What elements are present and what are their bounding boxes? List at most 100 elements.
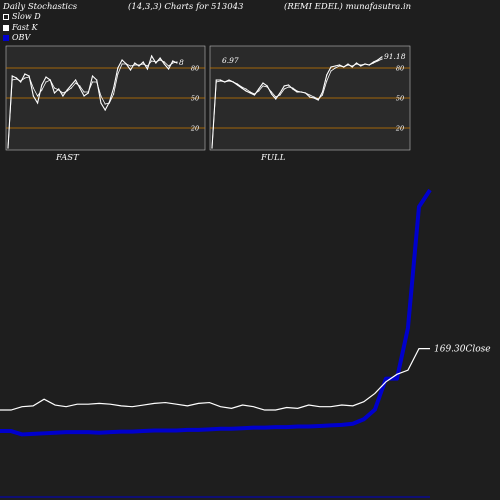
- fast-slow_d-point: [125, 63, 127, 65]
- close-value-label: 169.30Close: [434, 345, 491, 355]
- fast-slow_d-point: [113, 93, 115, 95]
- fast-fast_k-point: [91, 75, 94, 77]
- legend-fast-k: Fast K: [3, 23, 38, 32]
- fast-fast_k-point: [163, 63, 165, 65]
- full-slow_d-point: [377, 60, 379, 62]
- legend-slow-d: Slow D: [3, 12, 41, 21]
- full-slow_d-point: [266, 86, 268, 88]
- full-slow_d-point: [304, 92, 307, 94]
- fast-fast_k-point: [62, 95, 64, 97]
- fast-fast_k-point: [104, 109, 106, 111]
- fast-slow_d-point: [70, 87, 72, 89]
- full-fast_k-point: [249, 92, 251, 94]
- fast-slow_d-point: [41, 89, 43, 91]
- full-slow_d-point: [343, 66, 345, 68]
- fast-ytick-80: 80: [191, 65, 199, 73]
- fast-slow_d-point: [159, 59, 161, 61]
- full-fast_k-point: [334, 65, 336, 67]
- fast-slow_d-point: [129, 65, 132, 67]
- full-slow_d-point: [355, 63, 358, 65]
- fast-fast_k-point: [172, 60, 174, 62]
- full-fast_k-point: [253, 94, 256, 96]
- fast-slow_d-point: [79, 85, 81, 87]
- fast-slow_d-point: [24, 77, 26, 79]
- legend-swatch-fast-k: [3, 24, 9, 31]
- full-slow_d-point: [283, 88, 285, 90]
- fast-fast_k-point: [155, 62, 157, 64]
- fast-fast_k-point: [121, 59, 123, 61]
- close-line: [0, 348, 430, 411]
- fast-slow_d-point: [75, 82, 77, 84]
- full-slow_d-point: [258, 90, 260, 92]
- full-fast_k-point: [309, 96, 311, 98]
- fast-slow_d-point: [66, 90, 68, 92]
- fast-slow_d-point: [62, 92, 64, 94]
- full-fast_k-point: [313, 97, 315, 99]
- fast-slow_d-point: [151, 60, 153, 62]
- full-slow_d-point: [219, 80, 222, 82]
- full-slow_d-point: [330, 70, 332, 72]
- full-fast_k-point: [258, 88, 260, 90]
- full-fast_k-point: [347, 63, 349, 65]
- fast-fast_k-point: [159, 57, 161, 59]
- fast-slow_d-point: [104, 103, 106, 105]
- full-fast_k-point: [360, 65, 362, 67]
- fast-fast_k-point: [58, 88, 60, 90]
- full-slow_d-point: [292, 87, 294, 89]
- fast-fast_k-point: [167, 68, 170, 70]
- full-fast_k-point: [326, 74, 328, 76]
- full-slow_d-point: [309, 94, 311, 96]
- obv-line: [0, 188, 432, 437]
- full-fast_k-point: [287, 84, 290, 86]
- fast-fast_k-point: [134, 62, 136, 64]
- fast-ytick-20: 20: [190, 125, 199, 133]
- fast-fast_k-point: [100, 102, 102, 104]
- full-fast_k-point: [355, 62, 358, 64]
- fast-fast_k-point: [83, 95, 85, 97]
- full-fast_k-point: [338, 64, 341, 66]
- fast-panel-label: FAST: [55, 153, 80, 163]
- full-fast_k-point: [262, 82, 264, 84]
- full-fast_k-point: [266, 85, 268, 87]
- full-fast_k-point: [283, 85, 285, 87]
- full-slow_d-point: [245, 88, 247, 90]
- fast-slow_d-point: [138, 64, 140, 66]
- full-slow_d-point: [368, 64, 370, 66]
- fast-fast_k-point: [36, 102, 39, 104]
- full-slow_d-point: [275, 96, 277, 98]
- fast-slow_d-point: [176, 61, 178, 63]
- fast-slow_d-point: [36, 95, 39, 97]
- fast-fast_k-point: [79, 87, 81, 89]
- fast-fast_k-point: [28, 75, 30, 77]
- fast-fast_k-point: [117, 67, 119, 69]
- full-fast_k-point: [381, 56, 383, 58]
- full-last-value-label: 91.18: [384, 52, 406, 61]
- fast-fast_k-point: [146, 68, 149, 70]
- full-ytick-80: 80: [396, 65, 404, 73]
- full-fast_k-point: [270, 93, 273, 95]
- legend-label-fast-k: Fast K: [12, 23, 38, 32]
- fast-slow_d-point: [100, 95, 102, 97]
- full-slow_d-point: [296, 90, 298, 92]
- fast-fast_k-point: [45, 76, 47, 78]
- fast-slow_d-point: [87, 91, 89, 93]
- full-fast_k-point: [241, 87, 243, 89]
- full-slow_d-point: [334, 67, 336, 69]
- full-fast_k-point: [219, 79, 222, 81]
- fast-slow_d-point: [45, 81, 47, 83]
- fast-fast_k-point: [11, 75, 13, 77]
- full-slow_d-point: [300, 91, 302, 93]
- full-slow_d-point: [287, 86, 290, 88]
- fast-slow_d-point: [20, 80, 22, 82]
- full-slow_d-point: [313, 96, 315, 98]
- full-slow_d-point: [232, 81, 234, 83]
- full-slow_d-point: [351, 65, 353, 67]
- fast-fast_k-point: [151, 55, 153, 57]
- fast-last-value-label: 8: [179, 58, 184, 67]
- fast-fast_k-point: [24, 73, 26, 75]
- legend-swatch-slow-d: [3, 13, 9, 20]
- full-slow_d-point: [236, 83, 239, 85]
- legend-swatch-obv: [3, 34, 9, 41]
- fast-fast_k-point: [176, 62, 178, 64]
